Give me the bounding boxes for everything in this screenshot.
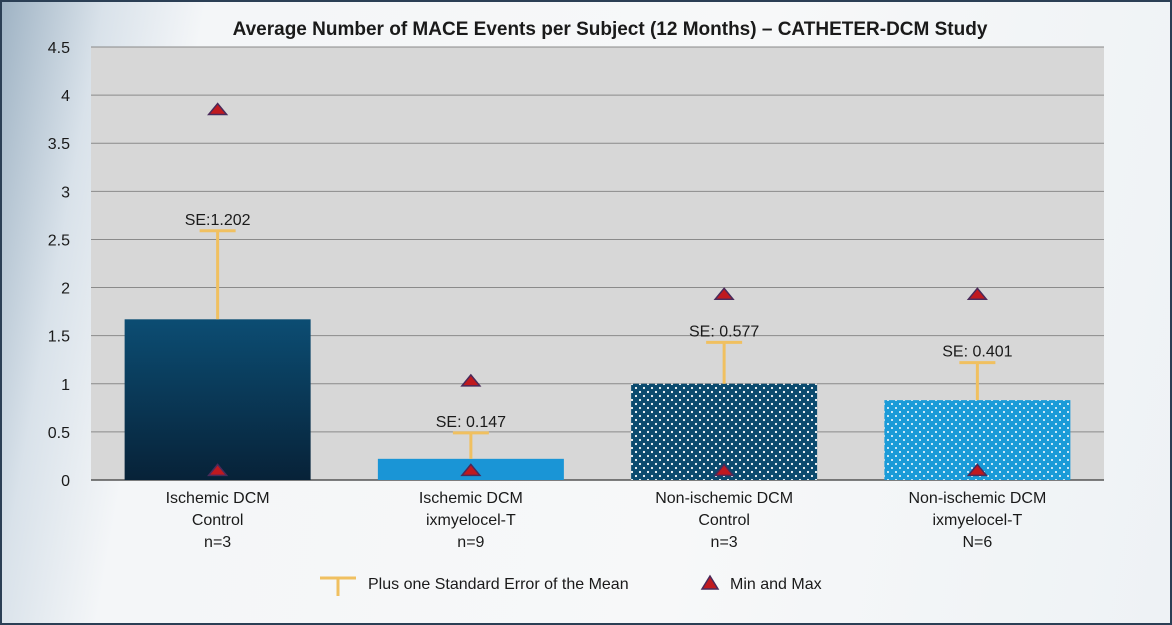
min-max-marker: [713, 287, 735, 301]
min-max-marker: [966, 463, 988, 477]
error-bar: [452, 431, 489, 459]
error-bars: SE:1.202 SE: 0.147 SE: 0.577 SE: 0.401: [185, 212, 1013, 459]
chart-title: Average Number of MACE Events per Subjec…: [233, 19, 988, 40]
y-tick-label: 0: [61, 473, 70, 490]
error-bar: [199, 229, 236, 320]
category-label: Non-ischemic DCM: [908, 490, 1046, 507]
y-tick-label: 1.5: [48, 329, 70, 346]
y-axis-ticks: 0 0.5 1 1.5 2 2.5 3 3.5 4 4.5: [48, 40, 70, 490]
y-tick-label: 3: [61, 184, 70, 201]
min-max-marker: [207, 463, 229, 477]
y-tick-label: 1: [61, 377, 70, 394]
bars: [124, 319, 1071, 480]
min-max-markers: [207, 102, 988, 477]
category-label: N=6: [962, 534, 992, 551]
category-label: Ischemic DCM: [166, 490, 270, 507]
y-tick-label: 0.5: [48, 425, 70, 442]
legend-minmax-icon: [700, 574, 720, 590]
se-label: SE: 0.401: [942, 344, 1012, 361]
category-label: n=3: [711, 534, 738, 551]
legend-error-bar-icon: [320, 576, 356, 596]
category-label: Control: [192, 512, 244, 529]
category-label: ixmyelocel-T: [932, 512, 1022, 529]
category-label: n=9: [457, 534, 484, 551]
error-bar: [706, 340, 743, 384]
se-label: SE: 0.147: [436, 414, 506, 431]
min-max-marker: [460, 373, 482, 387]
bar: [124, 319, 311, 480]
category-labels: Ischemic DCM Control n=3 Ischemic DCM ixmyel…: [166, 490, 1047, 551]
y-tick-label: 4: [61, 88, 70, 105]
se-label: SE:1.202: [185, 212, 251, 229]
category-label: n=3: [204, 534, 231, 551]
category-label: ixmyelocel-T: [426, 512, 516, 529]
legend: Plus one Standard Error of the Mean Min …: [320, 574, 822, 596]
min-max-marker: [713, 463, 735, 477]
category-label: Control: [698, 512, 750, 529]
y-tick-label: 3.5: [48, 136, 70, 153]
y-tick-label: 2: [61, 281, 70, 298]
category-label: Non-ischemic DCM: [655, 490, 793, 507]
error-bar: [959, 361, 996, 401]
y-tick-label: 4.5: [48, 40, 70, 57]
min-max-marker: [966, 287, 988, 301]
category-label: Ischemic DCM: [419, 490, 523, 507]
legend-error-label: Plus one Standard Error of the Mean: [368, 576, 629, 593]
y-tick-label: 2.5: [48, 232, 70, 249]
se-label: SE: 0.577: [689, 323, 759, 340]
legend-minmax-label: Min and Max: [730, 576, 822, 593]
min-max-marker: [460, 463, 482, 477]
min-max-marker: [207, 102, 229, 116]
